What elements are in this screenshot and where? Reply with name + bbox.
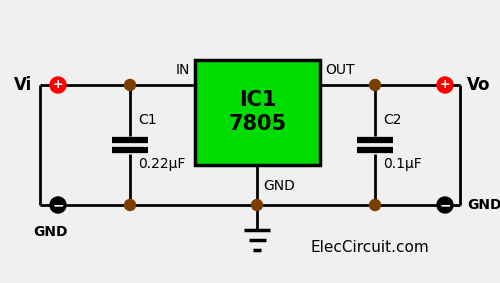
- Text: +: +: [440, 78, 450, 91]
- Text: 0.1μF: 0.1μF: [383, 157, 422, 171]
- Text: OUT: OUT: [325, 63, 354, 77]
- Text: C1: C1: [138, 113, 156, 127]
- Bar: [195, 60, 320, 165]
- Circle shape: [437, 197, 453, 213]
- Circle shape: [252, 200, 262, 211]
- Text: GND: GND: [467, 198, 500, 212]
- Text: Vi: Vi: [14, 76, 32, 94]
- Text: 0.22μF: 0.22μF: [138, 157, 186, 171]
- Text: GND: GND: [263, 179, 295, 193]
- Text: GND: GND: [33, 225, 67, 239]
- Text: ElecCircuit.com: ElecCircuit.com: [310, 241, 430, 256]
- Circle shape: [370, 80, 380, 91]
- Circle shape: [50, 197, 66, 213]
- Text: +: +: [52, 78, 64, 91]
- Text: −: −: [52, 198, 64, 212]
- Text: IC1: IC1: [239, 91, 276, 110]
- Text: IN: IN: [176, 63, 190, 77]
- Circle shape: [370, 200, 380, 211]
- Circle shape: [50, 77, 66, 93]
- Circle shape: [124, 80, 136, 91]
- Text: C2: C2: [383, 113, 402, 127]
- Circle shape: [437, 77, 453, 93]
- Text: Vo: Vo: [467, 76, 490, 94]
- Text: 7805: 7805: [228, 115, 286, 134]
- Text: −: −: [439, 198, 451, 212]
- Circle shape: [124, 200, 136, 211]
